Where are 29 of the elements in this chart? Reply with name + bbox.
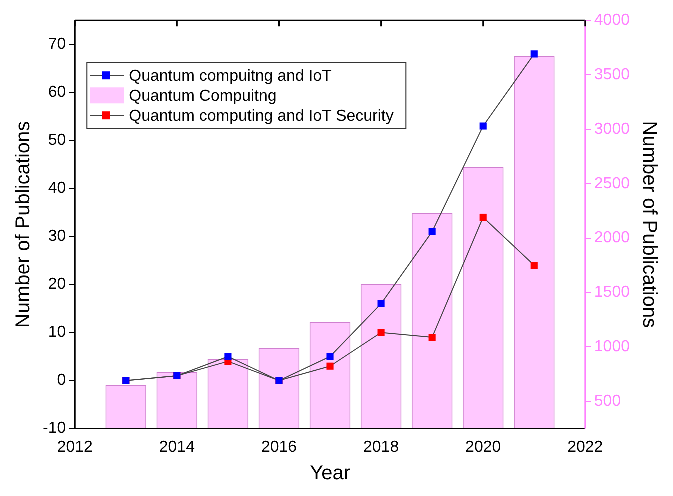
y2-tick-label: 1000 bbox=[594, 338, 630, 356]
y2-tick-label: 500 bbox=[594, 392, 622, 410]
y-tick-label: 70 bbox=[48, 36, 66, 54]
y2-tick-label: 4000 bbox=[594, 12, 630, 30]
x-tick-label: 2014 bbox=[159, 438, 196, 456]
y2-tick-label: 2500 bbox=[594, 175, 630, 192]
x-tick-label: 2020 bbox=[466, 438, 502, 456]
y-axis-title: Number of Publications bbox=[12, 121, 35, 328]
legend-label: Quantum computing and IoT Security bbox=[129, 108, 394, 126]
y-tick-label: 10 bbox=[48, 324, 66, 342]
y-tick-label: 0 bbox=[57, 372, 66, 390]
legend-label: Quantum Compuitng bbox=[129, 88, 277, 106]
y2-tick-label: 1500 bbox=[594, 284, 630, 302]
x-tick-label: 2022 bbox=[568, 438, 604, 456]
x-tick-label: 2016 bbox=[261, 438, 298, 456]
legend-label: Quantum compuitng and IoT bbox=[129, 68, 332, 86]
y2-axis-title: Number of Publications bbox=[638, 121, 660, 328]
x-tick-label: 2018 bbox=[363, 438, 400, 456]
x-axis-title: Year bbox=[310, 462, 351, 485]
x-tick-label: 2012 bbox=[57, 438, 94, 456]
y-tick-label: 40 bbox=[48, 180, 66, 198]
y2-tick-label: 3500 bbox=[594, 66, 630, 84]
y-tick-label: 60 bbox=[48, 84, 66, 102]
y-tick-label: -10 bbox=[43, 420, 66, 438]
y2-tick-label: 3000 bbox=[594, 120, 630, 138]
y-tick-label: 50 bbox=[48, 132, 66, 150]
y2-tick-label: 2000 bbox=[594, 230, 630, 247]
y-tick-label: 30 bbox=[48, 228, 66, 246]
y-tick-label: 20 bbox=[48, 276, 66, 294]
